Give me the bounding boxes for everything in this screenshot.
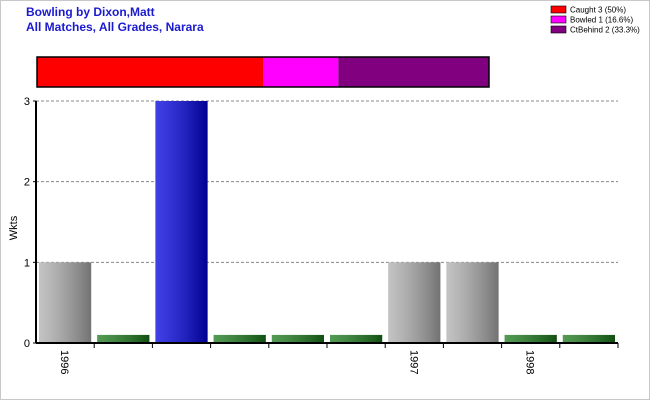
legend-swatch: [550, 25, 567, 34]
bar-shade: [330, 334, 383, 343]
stack-outline: [36, 56, 490, 88]
legend-label: CtBehind 2 (33.3%): [570, 26, 640, 35]
bar-shade: [388, 262, 441, 343]
y-tick-label: 3: [24, 96, 30, 108]
bar-shade: [97, 334, 150, 343]
bar-shade: [271, 334, 324, 343]
y-tick-label: 1: [24, 257, 30, 269]
legend-label: Caught 3 (50%): [570, 6, 626, 15]
legend-label: Bowled 1 (16.6%): [570, 16, 633, 25]
bar-shade: [39, 262, 92, 343]
bar-shade: [562, 334, 615, 343]
bar-shade: [504, 334, 557, 343]
stack-segment: [37, 57, 263, 87]
stack-segment: [338, 57, 489, 87]
stack-segment: [263, 57, 339, 87]
chart-subtitle: All Matches, All Grades, Narara: [26, 20, 204, 34]
legend-swatch: [550, 5, 567, 14]
bar-shade: [213, 334, 266, 343]
y-tick-label: 0: [24, 338, 30, 350]
chart-title: Bowling by Dixon,Matt: [26, 5, 155, 19]
bar-shade: [446, 262, 499, 343]
x-tick-label: 1998: [524, 350, 536, 374]
bar-shade: [155, 101, 208, 343]
x-tick-label: 1996: [58, 350, 70, 374]
x-tick-label: 1997: [407, 350, 419, 374]
legend-swatch: [550, 15, 567, 24]
y-tick-label: 2: [24, 177, 30, 189]
y-axis-label: Wkts: [8, 215, 20, 240]
